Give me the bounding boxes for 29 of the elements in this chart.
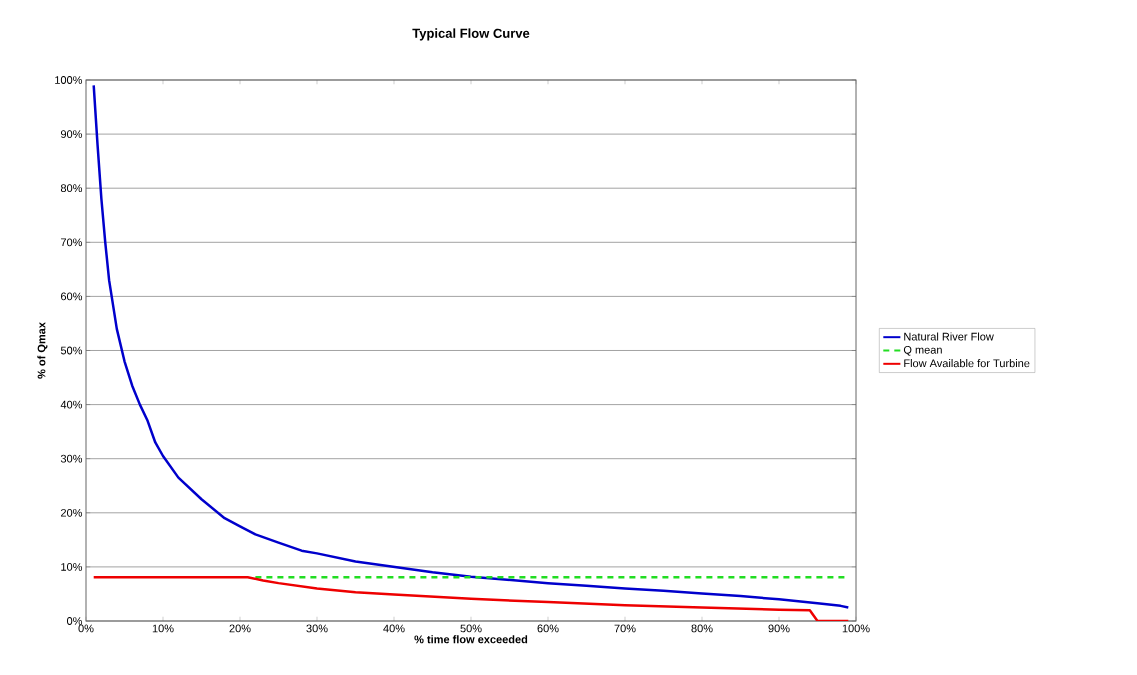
legend-label: Flow Available for Turbine (904, 359, 1030, 368)
x-tick-label: 0% (78, 624, 94, 633)
y-tick-label: 50% (60, 346, 83, 355)
x-tick-label: 50% (460, 624, 482, 633)
y-tick-label: 0% (66, 617, 83, 625)
legend-label: Natural River Flow (904, 332, 994, 341)
x-tick-label: 10% (152, 624, 174, 633)
x-tick-label: 90% (768, 624, 790, 633)
legend-label: Q mean (903, 345, 942, 356)
y-tick-label: 60% (61, 292, 83, 301)
y-tick-label: 90% (60, 130, 83, 138)
x-tick-label: 100% (842, 624, 870, 633)
y-tick-label: 80% (60, 184, 83, 193)
y-tick-label: 20% (61, 508, 83, 517)
x-tick-label: 40% (383, 624, 405, 633)
x-tick-label: 30% (306, 624, 328, 633)
x-tick-label: 70% (614, 624, 636, 633)
chart-title: Typical Flow Curve (412, 28, 530, 41)
y-tick-label: 30% (60, 454, 83, 463)
y-axis-title: % of Qmax (37, 322, 48, 379)
y-tick-label: 70% (61, 238, 83, 247)
line-series (92, 575, 850, 621)
y-tick-label: 10% (61, 563, 83, 571)
y-tick-label: 40% (60, 400, 83, 409)
y-tick-label: 100% (55, 76, 83, 84)
x-tick-label: 80% (691, 624, 713, 633)
x-tick-label: 20% (229, 624, 251, 633)
x-tick-label: 60% (537, 624, 559, 633)
x-axis-title: % time flow exceeded (414, 635, 528, 644)
